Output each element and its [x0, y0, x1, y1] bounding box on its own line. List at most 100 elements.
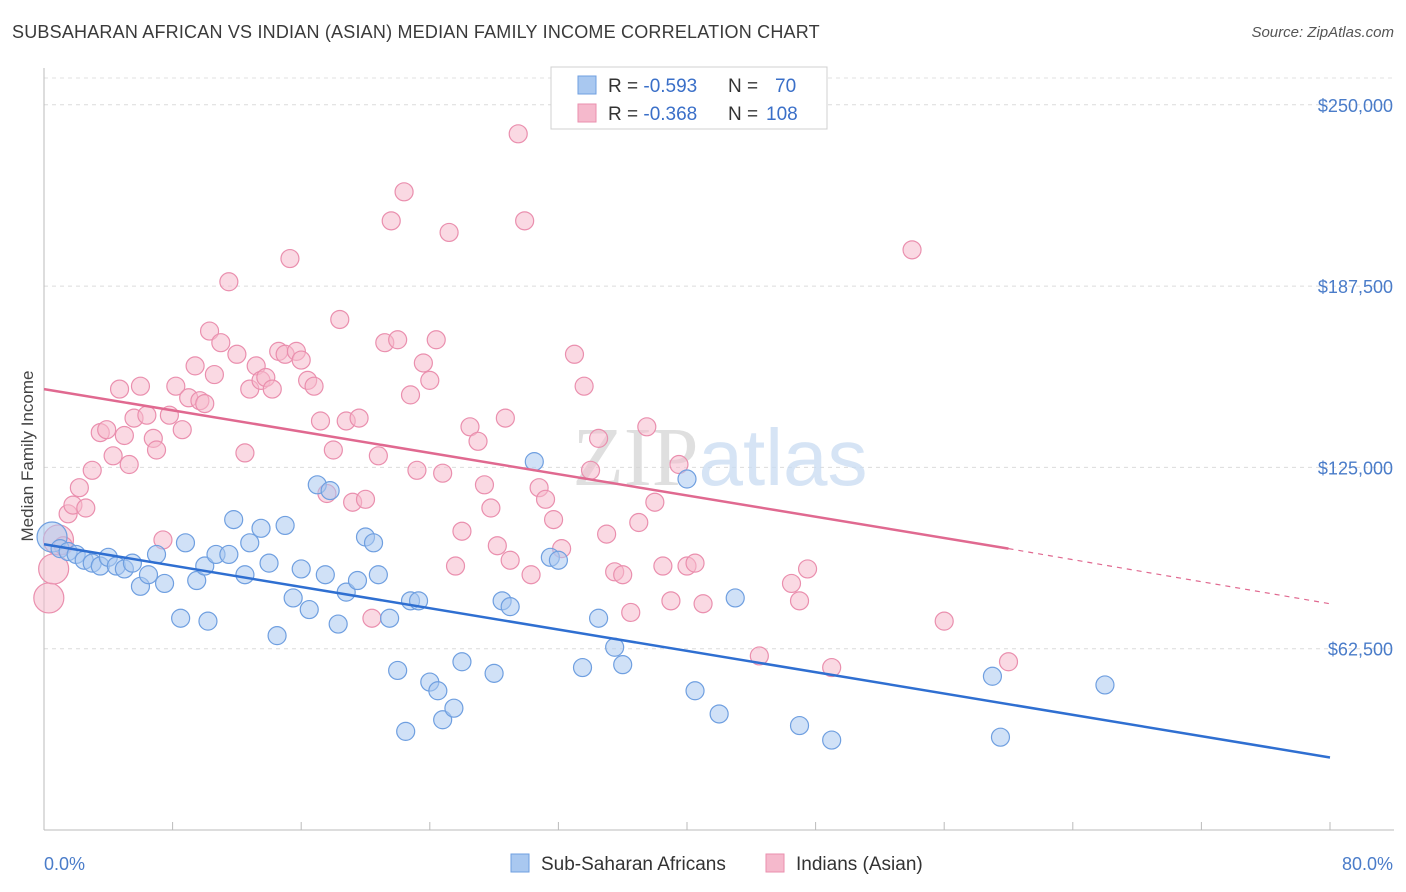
indian-point — [355, 489, 376, 509]
grid-lines — [44, 77, 1394, 650]
subsaharan-point — [380, 608, 400, 628]
indian-point — [304, 376, 324, 396]
indian-point — [330, 309, 350, 330]
subsaharan-point — [572, 657, 593, 678]
subsaharan-point — [444, 698, 464, 718]
subsaharan-point — [548, 550, 569, 570]
indian-point — [495, 408, 515, 428]
subsaharan-point — [1095, 675, 1115, 695]
indian-point — [574, 376, 594, 396]
x-tick-labels: 0.0% 80.0% — [44, 854, 1393, 874]
indian-point — [166, 376, 186, 396]
indian-point — [487, 536, 507, 556]
legend-swatch-blue — [577, 75, 597, 95]
legend-n-label: N = — [728, 104, 758, 125]
indian-point — [693, 594, 713, 614]
subsaharan-point — [396, 721, 416, 741]
indian-point — [119, 454, 139, 475]
indian-point — [580, 460, 601, 480]
legend-swatch-pink — [577, 103, 597, 123]
indian-point — [114, 425, 134, 446]
indian-point — [613, 565, 633, 585]
subsaharan-point — [175, 533, 196, 553]
indian-point — [749, 646, 769, 666]
y-tick-label: $125,000 — [1318, 458, 1393, 478]
x-tick-label: 80.0% — [1342, 854, 1393, 874]
indian-point — [460, 417, 480, 437]
indian-point — [400, 385, 421, 405]
indian-point — [413, 353, 433, 373]
indian-point — [781, 573, 802, 594]
indian-point — [474, 475, 495, 495]
indian-point — [797, 559, 818, 579]
indian-point — [621, 602, 641, 623]
legend-r-value: -0.593 — [643, 76, 697, 97]
svg-text:R = -0.368: R = -0.368 — [608, 104, 697, 125]
indian-points — [33, 124, 1019, 678]
subsaharan-point — [982, 666, 1003, 686]
subsaharan-point — [368, 565, 388, 585]
y-tick-label: $250,000 — [1318, 96, 1393, 116]
indian-point — [368, 446, 388, 466]
chart-source: Source: ZipAtlas.com — [1251, 24, 1394, 41]
indian-point — [822, 657, 842, 678]
legend-r-label: R = — [608, 104, 643, 125]
indian-point — [789, 591, 810, 611]
subsaharan-point — [347, 570, 368, 591]
indian-point — [323, 440, 343, 460]
indian-point — [109, 379, 130, 399]
top-legend: R = -0.593 N = 70 R = -0.368 N = 108 — [550, 66, 828, 130]
bottom-legend-swatch-blue — [510, 853, 530, 873]
indian-point — [219, 272, 239, 292]
indian-point — [130, 376, 151, 396]
subsaharan-point — [388, 660, 408, 681]
indian-point — [637, 417, 657, 437]
subsaharan-point — [613, 655, 633, 675]
indian-point — [481, 498, 501, 518]
subsaharan-point — [363, 533, 384, 553]
x-tick-label: 0.0% — [44, 854, 85, 874]
indian-point — [82, 460, 102, 480]
svg-text:N =: N = — [728, 104, 758, 125]
subsaharan-point — [725, 588, 745, 608]
subsaharan-point — [315, 565, 335, 585]
bottom-legend-label: Sub-Saharan Africans — [541, 854, 726, 875]
indian-point — [645, 492, 665, 512]
indian-point — [433, 463, 453, 483]
watermark: ZIPatlas — [573, 411, 868, 504]
y-tick-label: $62,500 — [1328, 640, 1393, 660]
indian-point — [76, 498, 96, 518]
indian-point — [508, 124, 528, 144]
bottom-legend-label: Indians (Asian) — [796, 854, 923, 875]
subsaharan-point — [428, 681, 448, 701]
subsaharan-trend-line — [43, 543, 1331, 759]
indian-point — [146, 440, 167, 460]
indian-point — [388, 330, 408, 350]
indian-point — [535, 489, 556, 509]
subsaharan-point — [171, 608, 191, 628]
legend-n-label: N = — [728, 76, 758, 97]
indian-point — [235, 443, 255, 463]
subsaharan-points — [36, 452, 1115, 750]
indian-point — [103, 446, 123, 466]
legend-r-label: R = — [608, 76, 643, 97]
indian-point — [381, 211, 401, 231]
legend-n-value: 108 — [766, 104, 798, 125]
y-tick-label: $187,500 — [1318, 277, 1393, 297]
indian-point — [420, 370, 440, 390]
indian-point — [291, 350, 311, 370]
subsaharan-point — [251, 518, 271, 538]
indian-point — [543, 510, 564, 530]
subsaharan-point — [219, 544, 239, 565]
y-tick-labels: $62,500 $125,000 $187,500 $250,000 — [1318, 96, 1393, 660]
indian-point — [349, 408, 369, 428]
indian-point — [227, 344, 247, 364]
subsaharan-point — [328, 614, 348, 634]
indian-point — [452, 521, 472, 541]
svg-text:R = -0.593: R = -0.593 — [608, 76, 697, 97]
indian-point — [669, 454, 689, 475]
y-axis-label: Median Family Income — [18, 370, 37, 541]
subsaharan-point — [500, 597, 520, 617]
subsaharan-point — [275, 515, 295, 536]
subsaharan-point — [224, 510, 244, 530]
